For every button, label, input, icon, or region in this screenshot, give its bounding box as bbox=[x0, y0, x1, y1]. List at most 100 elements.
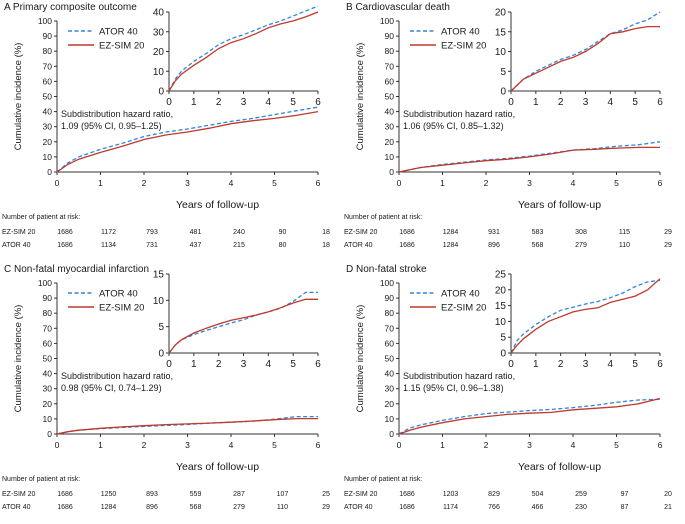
y-tick-label: 30 bbox=[43, 122, 53, 132]
x-tick-label: 1 bbox=[440, 440, 445, 450]
panel-title: A Primary composite outcome bbox=[4, 2, 137, 13]
inset-y-tick-label: 30 bbox=[153, 27, 165, 38]
risk-value: 568 bbox=[532, 242, 544, 249]
risk-value: 1686 bbox=[57, 242, 73, 249]
x-tick-label: 6 bbox=[316, 440, 321, 450]
series-line-ator40 bbox=[56, 106, 319, 173]
inset-series-line-ator40 bbox=[510, 279, 661, 354]
y-tick-label: 60 bbox=[385, 338, 395, 348]
risk-value: 110 bbox=[619, 242, 630, 249]
risk-value: 437 bbox=[190, 242, 202, 249]
panel-title: B Cardiovascular death bbox=[346, 2, 450, 13]
risk-value: 1686 bbox=[57, 504, 73, 511]
y-tick-label: 30 bbox=[43, 384, 53, 394]
inset-series-line-ezsim20 bbox=[510, 278, 661, 354]
x-tick-label: 4 bbox=[571, 178, 576, 188]
risk-value: 583 bbox=[532, 229, 544, 236]
risk-value: 279 bbox=[233, 504, 245, 511]
inset-y-tick-label: 5 bbox=[500, 333, 506, 344]
y-tick-label: 40 bbox=[385, 107, 395, 117]
inset-y-tick-label: 5 bbox=[158, 322, 164, 333]
inset-y-tick-label: 0 bbox=[500, 349, 506, 360]
risk-value: 308 bbox=[575, 229, 587, 236]
inset-x-tick-label: 1 bbox=[533, 97, 539, 108]
risk-value: 21 bbox=[664, 504, 672, 511]
x-tick-label: 1 bbox=[98, 178, 103, 188]
y-axis-label: Cumulative incidence (%) bbox=[355, 43, 366, 151]
x-tick-label: 5 bbox=[272, 178, 277, 188]
y-tick-label: 80 bbox=[43, 46, 53, 56]
y-tick-label: 10 bbox=[43, 152, 53, 162]
x-tick-label: 6 bbox=[658, 440, 663, 450]
inset-x-tick-label: 4 bbox=[266, 359, 272, 370]
risk-row-label: ATOR 40 bbox=[344, 504, 373, 511]
risk-value: 110 bbox=[277, 504, 288, 511]
x-tick-label: 3 bbox=[527, 178, 532, 188]
risk-value: 97 bbox=[621, 491, 629, 498]
inset-x-tick-label: 2 bbox=[216, 359, 222, 370]
inset-x-tick-label: 6 bbox=[315, 359, 321, 370]
y-tick-label: 50 bbox=[43, 354, 53, 364]
inset-y-tick-label: 0 bbox=[158, 87, 164, 98]
x-axis-label: Years of follow-up bbox=[518, 199, 601, 211]
risk-value: 1686 bbox=[57, 229, 73, 236]
risk-value: 504 bbox=[532, 491, 544, 498]
inset-x-tick-label: 6 bbox=[657, 97, 663, 108]
y-tick-label: 90 bbox=[385, 31, 395, 41]
y-tick-label: 50 bbox=[385, 92, 395, 102]
risk-value: 1686 bbox=[399, 504, 415, 511]
y-tick-label: 100 bbox=[380, 16, 394, 26]
legend-label: ATOR 40 bbox=[99, 27, 138, 38]
y-tick-label: 40 bbox=[43, 369, 53, 379]
risk-value: 240 bbox=[233, 229, 245, 236]
hazard-ratio-annotation: Subdistribution hazard ratio, bbox=[403, 371, 515, 381]
risk-value: 1284 bbox=[443, 229, 459, 236]
hazard-ratio-annotation: 1.09 (95% CI, 0.95–1.25) bbox=[61, 121, 162, 131]
inset-x-tick-label: 5 bbox=[632, 97, 638, 108]
risk-value: 107 bbox=[277, 491, 289, 498]
risk-value: 279 bbox=[575, 242, 587, 249]
x-tick-label: 0 bbox=[397, 178, 402, 188]
risk-value: 896 bbox=[146, 504, 158, 511]
inset-y-tick-label: 15 bbox=[495, 301, 507, 312]
risk-value: 1134 bbox=[101, 242, 116, 249]
inset-y-tick-label: 20 bbox=[153, 47, 165, 58]
y-tick-label: 0 bbox=[389, 429, 394, 439]
inset-x-tick-label: 0 bbox=[508, 359, 514, 370]
series-line-ator40 bbox=[398, 398, 661, 435]
legend-label: ATOR 40 bbox=[99, 289, 138, 300]
y-tick-label: 0 bbox=[47, 429, 52, 439]
risk-row-label: EZ-SIM 20 bbox=[344, 229, 378, 236]
y-axis-label: Cumulative incidence (%) bbox=[13, 305, 24, 413]
y-tick-label: 50 bbox=[385, 354, 395, 364]
y-tick-label: 0 bbox=[47, 167, 52, 177]
inset-x-tick-label: 4 bbox=[608, 359, 614, 370]
inset-x-tick-label: 1 bbox=[191, 97, 197, 108]
risk-value: 259 bbox=[575, 491, 587, 498]
panel-title: D Non-fatal stroke bbox=[346, 264, 427, 275]
x-axis-label: Years of follow-up bbox=[518, 461, 601, 473]
risk-value: 931 bbox=[488, 229, 500, 236]
x-tick-label: 1 bbox=[98, 440, 103, 450]
inset-series-line-ator40 bbox=[168, 291, 318, 354]
inset-x-tick-label: 5 bbox=[290, 97, 296, 108]
risk-value: 287 bbox=[233, 491, 245, 498]
y-axis-label: Cumulative incidence (%) bbox=[13, 43, 24, 151]
risk-value: 1172 bbox=[101, 229, 116, 236]
risk-value: 1284 bbox=[443, 242, 459, 249]
inset-series-line-ator40 bbox=[168, 5, 319, 92]
inset-y-tick-label: 0 bbox=[158, 349, 164, 360]
x-tick-label: 4 bbox=[229, 178, 234, 188]
inset-series-line-ezsim20 bbox=[168, 298, 318, 354]
inset-x-tick-label: 0 bbox=[508, 97, 514, 108]
risk-value: 90 bbox=[279, 229, 287, 236]
risk-value: 230 bbox=[575, 504, 587, 511]
x-tick-label: 0 bbox=[55, 440, 60, 450]
y-tick-label: 40 bbox=[385, 369, 395, 379]
series-line-ezsim20 bbox=[56, 110, 319, 173]
risk-value: 829 bbox=[488, 491, 500, 498]
x-tick-label: 3 bbox=[527, 440, 532, 450]
x-tick-label: 5 bbox=[272, 440, 277, 450]
inset-x-tick-label: 3 bbox=[583, 359, 589, 370]
series-line-ator40 bbox=[398, 141, 661, 173]
